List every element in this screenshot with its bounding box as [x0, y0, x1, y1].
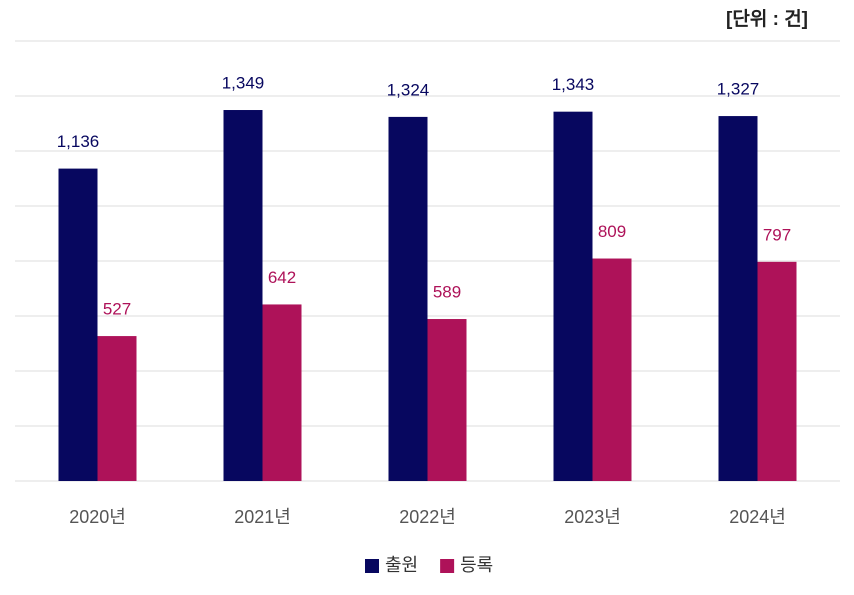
value-label: 589: [433, 283, 461, 302]
value-label: 1,324: [387, 80, 430, 99]
value-label: 1,349: [222, 74, 265, 93]
value-label: 1,327: [717, 80, 760, 99]
x-tick-label: 2023년: [564, 507, 621, 527]
bar: [262, 304, 302, 481]
value-label: 1,136: [57, 132, 100, 151]
legend-label: 등록: [460, 555, 493, 575]
value-label: 1,343: [552, 75, 595, 94]
bar: [97, 336, 137, 481]
bar: [388, 116, 428, 482]
legend-swatch: [440, 559, 455, 573]
bar: [592, 258, 632, 481]
bar: [757, 261, 797, 481]
bar: [58, 168, 98, 481]
bar: [427, 319, 467, 481]
x-tick-label: 2022년: [399, 507, 456, 527]
x-tick-label: 2024년: [729, 507, 786, 527]
x-tick-label: 2020년: [69, 507, 126, 527]
value-label: 642: [268, 268, 296, 287]
unit-label: [단위 : 건]: [726, 8, 808, 30]
bar: [718, 116, 758, 481]
legend-swatch: [365, 559, 379, 573]
x-tick-label: 2021년: [234, 507, 291, 527]
value-label: 809: [598, 222, 626, 241]
bar: [553, 111, 593, 482]
value-label: 797: [763, 225, 791, 244]
value-label: 527: [103, 300, 131, 319]
bar: [223, 110, 263, 482]
legend-label: 출원: [385, 555, 418, 575]
